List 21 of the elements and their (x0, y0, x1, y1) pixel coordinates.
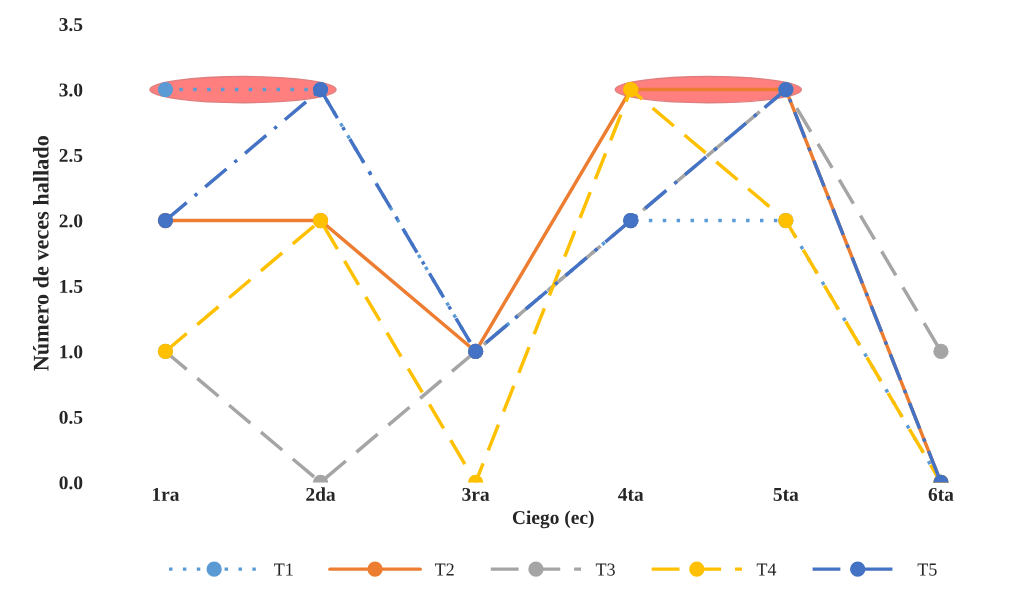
y-tick-label: 3.0 (59, 83, 83, 97)
y-tick-label: 1.5 (60, 279, 83, 294)
y-tick-label: 2.5 (59, 148, 83, 163)
legend-label: T5 (917, 563, 937, 576)
legend-label: T1 (274, 563, 293, 576)
x-tick-label: 4ta (618, 487, 644, 501)
x-tick-label: 5ta (773, 488, 799, 501)
legend-label: T4 (756, 563, 777, 576)
x-tick-label: 6ta (928, 487, 954, 501)
x-tick-label: 2da (306, 487, 336, 501)
legend-label: T3 (595, 563, 615, 576)
x-tick-label: 3ra (462, 487, 490, 501)
x-tick-label: 1ra (152, 487, 180, 501)
legend-label: T2 (434, 563, 454, 576)
y-tick-label: 1.0 (60, 345, 83, 359)
y-tick-label: 3.5 (59, 17, 83, 32)
x-axis-title: Ciego (ec) (512, 510, 594, 529)
y-tick-label: 0.5 (59, 410, 83, 424)
y-tick-label: 2.0 (59, 214, 83, 228)
y-tick-label: 0.0 (59, 476, 83, 490)
y-axis-title: Número de veces hallado (32, 136, 49, 371)
